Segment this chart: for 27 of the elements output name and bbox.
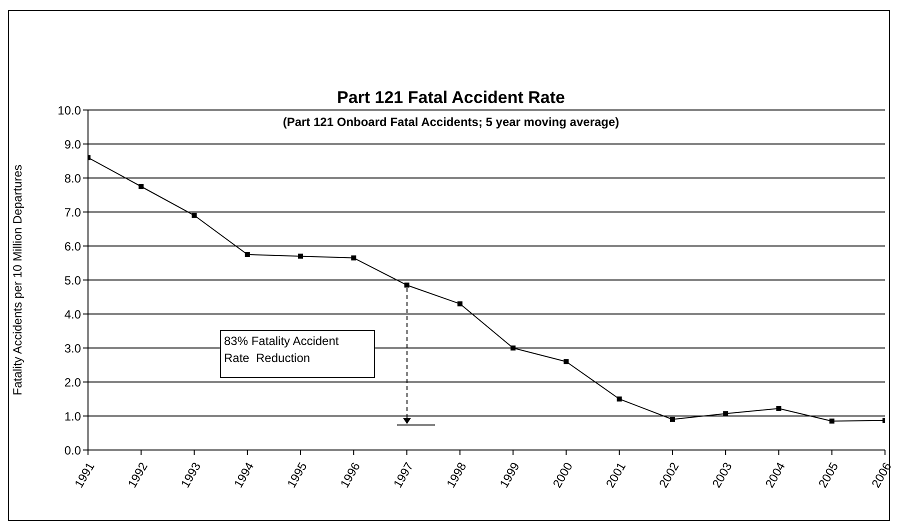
point <box>564 359 569 364</box>
point <box>616 396 622 402</box>
point <box>510 346 516 350</box>
y-tick-label: 9.0 <box>64 137 82 152</box>
y-tick-label: 10.0 <box>58 103 82 118</box>
point <box>457 301 462 306</box>
point <box>351 255 356 260</box>
y-tick-label: 4.0 <box>64 307 82 322</box>
point <box>829 418 834 424</box>
y-tick-label: 5.0 <box>64 273 82 288</box>
y-tick-label: 1.0 <box>64 409 82 424</box>
point <box>670 416 675 422</box>
y-axis-title: Fatality Accidents per 10 Million Departures <box>10 164 24 396</box>
y-tick-label: 8.0 <box>64 171 82 186</box>
point <box>404 282 410 288</box>
y-tick-label: 3.0 <box>64 341 82 356</box>
y-tick-label: 6.0 <box>64 239 82 254</box>
y-tick-label: 2.0 <box>64 375 82 390</box>
chart-title: Part 121 Fatal Accident Rate <box>336 88 565 107</box>
y-tick-label: 7.0 <box>64 205 82 220</box>
point <box>138 184 144 189</box>
point <box>192 212 197 218</box>
y-tick-label: 0.0 <box>64 443 82 458</box>
point <box>776 406 782 412</box>
point <box>298 254 304 259</box>
point <box>244 252 250 257</box>
chart-subtitle: (Part 121 Onboard Fatal Accidents; 5 year moving average) <box>282 115 620 129</box>
